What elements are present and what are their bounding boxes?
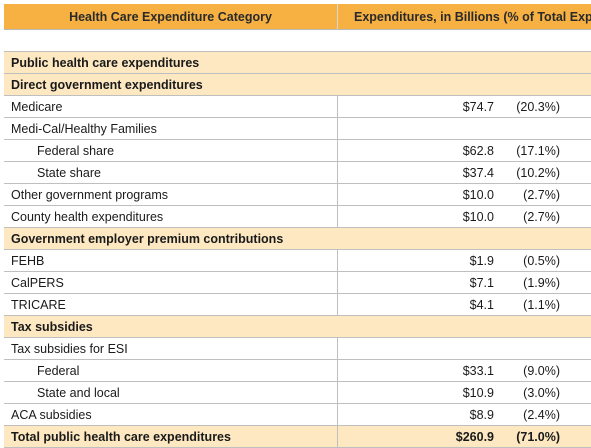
table-row-fehb: FEHB $1.9 (0.5%) (4, 250, 591, 272)
row-label: State and local (37, 385, 120, 400)
table-header-row: Health Care Expenditure Category Expendi… (4, 4, 591, 30)
section-tax: Tax subsidies (4, 316, 591, 338)
row-percent: (1.9%) (523, 275, 560, 290)
header-expenditures-label: Expenditures, in Billions (% of Total Ex… (354, 9, 591, 24)
row-label: ACA subsidies (11, 407, 92, 422)
total-percent: (71.0%) (516, 429, 560, 444)
row-amount: $33.1 (462, 363, 494, 378)
row-percent: (2.4%) (523, 407, 560, 422)
row-amount: $10.0 (462, 187, 494, 202)
section-tax-label: Tax subsidies (11, 319, 93, 334)
row-percent: (3.0%) (523, 385, 560, 400)
row-amount: $10.0 (462, 209, 494, 224)
expenditure-table: Health Care Expenditure Category Expendi… (4, 4, 591, 448)
section-employer-label: Government employer premium contribution… (11, 231, 284, 246)
row-label: TRICARE (11, 297, 66, 312)
row-amount: $8.9 (469, 407, 494, 422)
row-percent: (2.7%) (523, 187, 560, 202)
row-label: CalPERS (11, 275, 64, 290)
row-label: Tax subsidies for ESI (11, 341, 128, 356)
table-row-esi: Tax subsidies for ESI (4, 338, 591, 360)
table-row-calpers: CalPERS $7.1 (1.9%) (4, 272, 591, 294)
table-row-esi-federal: Federal $33.1 (9.0%) (4, 360, 591, 382)
table-row-medi-cal: Medi-Cal/Healthy Families (4, 118, 591, 140)
total-label: Total public health care expenditures (11, 429, 231, 444)
row-amount: $7.1 (469, 275, 494, 290)
total-amount: $260.9 (455, 429, 494, 444)
row-label: Medi-Cal/Healthy Families (11, 121, 157, 136)
row-amount: $4.1 (469, 297, 494, 312)
row-label: State share (37, 165, 101, 180)
row-amount: $37.4 (462, 165, 494, 180)
row-percent: (0.5%) (523, 253, 560, 268)
section-public-label: Public health care expenditures (11, 55, 200, 70)
header-category-cell: Health Care Expenditure Category (4, 4, 338, 29)
row-label: County health expenditures (11, 209, 164, 224)
row-percent: (1.1%) (523, 297, 560, 312)
table-row-tricare: TRICARE $4.1 (1.1%) (4, 294, 591, 316)
table-row-medicare: Medicare $74.7 (20.3%) (4, 96, 591, 118)
table-row-other-government: Other government programs $10.0 (2.7%) (4, 184, 591, 206)
table-row-federal-share: Federal share $62.8 (17.1%) (4, 140, 591, 162)
section-direct-label: Direct government expenditures (11, 77, 203, 92)
row-percent: (2.7%) (523, 209, 560, 224)
header-expenditures-cell: Expenditures, in Billions (% of Total Ex… (338, 4, 591, 29)
spacer-row (4, 30, 591, 52)
row-percent: (10.2%) (516, 165, 560, 180)
row-label: Medicare (11, 99, 63, 114)
row-label: Federal (37, 363, 80, 378)
header-category-label: Health Care Expenditure Category (69, 9, 272, 24)
table-row-state-share: State share $37.4 (10.2%) (4, 162, 591, 184)
section-direct: Direct government expenditures (4, 74, 591, 96)
row-percent: (17.1%) (516, 143, 560, 158)
row-amount: $1.9 (469, 253, 494, 268)
section-public: Public health care expenditures (4, 52, 591, 74)
row-label: Federal share (37, 143, 115, 158)
table-row-aca: ACA subsidies $8.9 (2.4%) (4, 404, 591, 426)
row-percent: (20.3%) (516, 99, 560, 114)
section-employer: Government employer premium contribution… (4, 228, 591, 250)
row-amount: $62.8 (462, 143, 494, 158)
table-row-esi-state: State and local $10.9 (3.0%) (4, 382, 591, 404)
row-percent: (9.0%) (523, 363, 560, 378)
row-amount: $74.7 (462, 99, 494, 114)
table-row-total: Total public health care expenditures $2… (4, 426, 591, 448)
table-row-county: County health expenditures $10.0 (2.7%) (4, 206, 591, 228)
row-amount: $10.9 (462, 385, 494, 400)
row-label: FEHB (11, 253, 45, 268)
row-label: Other government programs (11, 187, 169, 202)
